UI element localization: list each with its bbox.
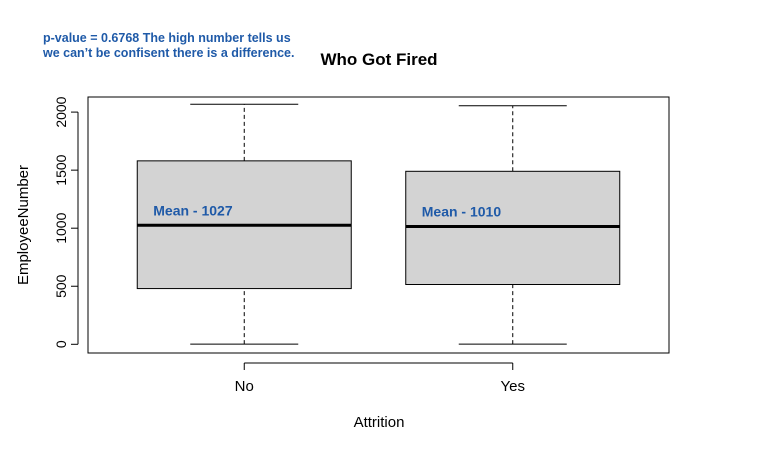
mean-label-no: Mean - 1027 (153, 202, 233, 218)
x-tick-label-yes: Yes (501, 378, 525, 395)
x-tick-label-no: No (235, 378, 254, 395)
mean-label-yes: Mean - 1010 (422, 203, 502, 219)
plot-area: 0 500 1000 1500 2000 Mean - 1027 No Mean - 1010… (53, 96, 670, 395)
chart-title: Who Got Fired (320, 50, 437, 69)
y-tick-label: 0 (53, 340, 69, 348)
y-tick-label: 1000 (53, 212, 69, 243)
y-tick-label: 2000 (53, 96, 69, 127)
y-tick-label: 1500 (53, 154, 69, 185)
p-value-annotation: p-value = 0.6768 The high number tells u… (43, 31, 295, 60)
x-axis-label: Attrition (354, 414, 405, 431)
plot-frame (87, 96, 670, 354)
y-tick-label: 500 (53, 274, 69, 298)
y-axis-label: EmployeeNumber (15, 165, 32, 285)
